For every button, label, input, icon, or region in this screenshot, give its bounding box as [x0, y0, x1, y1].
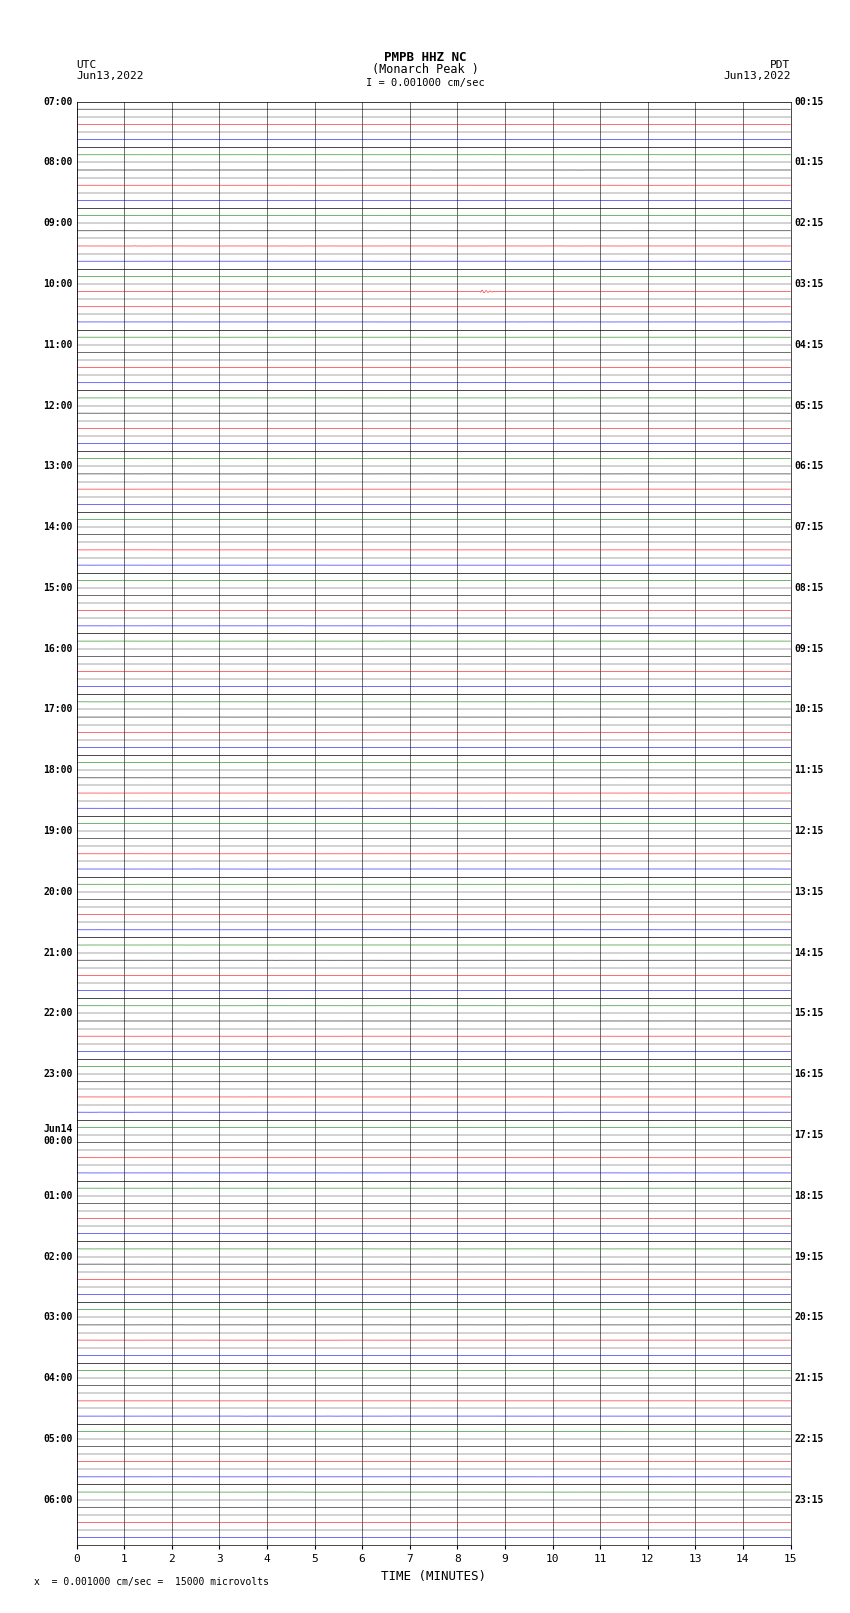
Text: 22:15: 22:15 — [794, 1434, 824, 1444]
Text: 15:00: 15:00 — [43, 582, 73, 594]
Text: 23:15: 23:15 — [794, 1495, 824, 1505]
Text: 11:00: 11:00 — [43, 340, 73, 350]
Text: 07:00: 07:00 — [43, 97, 73, 106]
Text: 12:15: 12:15 — [794, 826, 824, 836]
Text: 22:00: 22:00 — [43, 1008, 73, 1018]
Text: 21:00: 21:00 — [43, 947, 73, 958]
Text: PMPB HHZ NC: PMPB HHZ NC — [383, 50, 467, 65]
Text: 09:00: 09:00 — [43, 218, 73, 227]
Text: 04:00: 04:00 — [43, 1373, 73, 1382]
Text: 07:15: 07:15 — [794, 523, 824, 532]
Text: 17:15: 17:15 — [794, 1131, 824, 1140]
Text: 05:15: 05:15 — [794, 400, 824, 411]
Text: 20:15: 20:15 — [794, 1313, 824, 1323]
Text: 02:00: 02:00 — [43, 1252, 73, 1261]
Text: 19:15: 19:15 — [794, 1252, 824, 1261]
Text: 23:00: 23:00 — [43, 1069, 73, 1079]
Text: 02:15: 02:15 — [794, 218, 824, 227]
Text: 10:15: 10:15 — [794, 705, 824, 715]
Text: 00:15: 00:15 — [794, 97, 824, 106]
Text: 06:15: 06:15 — [794, 461, 824, 471]
Text: 01:00: 01:00 — [43, 1190, 73, 1200]
Text: 05:00: 05:00 — [43, 1434, 73, 1444]
Text: 04:15: 04:15 — [794, 340, 824, 350]
Text: 13:00: 13:00 — [43, 461, 73, 471]
Text: Jun14
00:00: Jun14 00:00 — [43, 1124, 73, 1145]
Text: 06:00: 06:00 — [43, 1495, 73, 1505]
Text: 08:15: 08:15 — [794, 582, 824, 594]
Text: 13:15: 13:15 — [794, 887, 824, 897]
Text: 10:00: 10:00 — [43, 279, 73, 289]
Text: 20:00: 20:00 — [43, 887, 73, 897]
Text: 09:15: 09:15 — [794, 644, 824, 653]
Text: 08:00: 08:00 — [43, 158, 73, 168]
Text: 16:00: 16:00 — [43, 644, 73, 653]
Text: 14:00: 14:00 — [43, 523, 73, 532]
Text: 12:00: 12:00 — [43, 400, 73, 411]
Text: 18:00: 18:00 — [43, 765, 73, 776]
Text: 14:15: 14:15 — [794, 947, 824, 958]
Text: 11:15: 11:15 — [794, 765, 824, 776]
Text: PDT
Jun13,2022: PDT Jun13,2022 — [723, 60, 791, 81]
Text: 19:00: 19:00 — [43, 826, 73, 836]
Text: 03:00: 03:00 — [43, 1313, 73, 1323]
Text: 18:15: 18:15 — [794, 1190, 824, 1200]
Text: 15:15: 15:15 — [794, 1008, 824, 1018]
Text: 21:15: 21:15 — [794, 1373, 824, 1382]
Text: 16:15: 16:15 — [794, 1069, 824, 1079]
Text: (Monarch Peak ): (Monarch Peak ) — [371, 63, 479, 76]
Text: I = 0.001000 cm/sec: I = 0.001000 cm/sec — [366, 77, 484, 87]
Text: 01:15: 01:15 — [794, 158, 824, 168]
X-axis label: TIME (MINUTES): TIME (MINUTES) — [381, 1569, 486, 1582]
Text: x  = 0.001000 cm/sec =  15000 microvolts: x = 0.001000 cm/sec = 15000 microvolts — [34, 1578, 269, 1587]
Text: UTC
Jun13,2022: UTC Jun13,2022 — [76, 60, 144, 81]
Text: 17:00: 17:00 — [43, 705, 73, 715]
Text: 03:15: 03:15 — [794, 279, 824, 289]
